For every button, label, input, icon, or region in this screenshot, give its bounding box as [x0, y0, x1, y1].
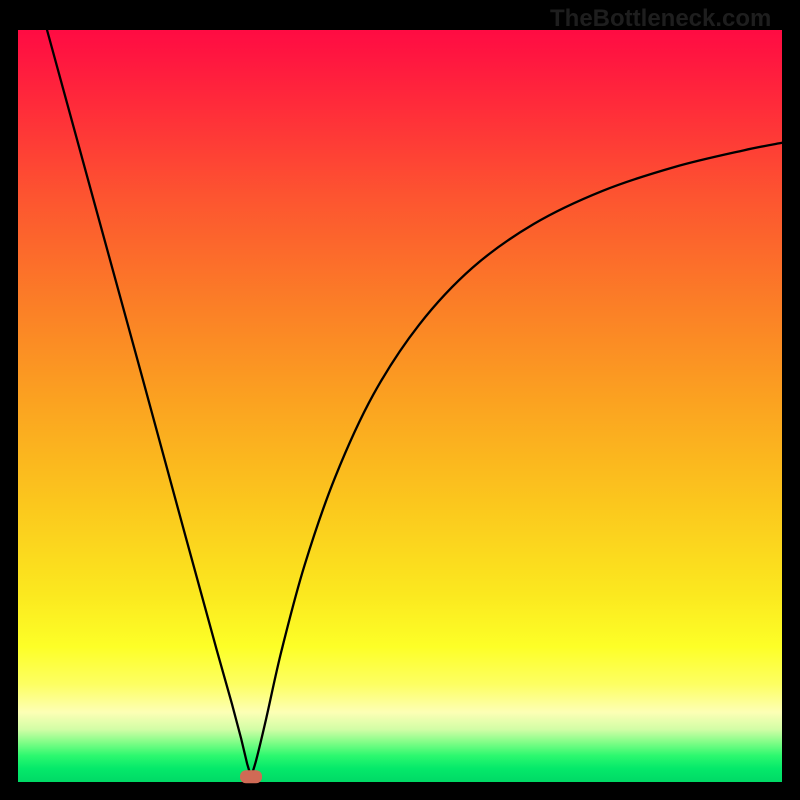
bottleneck-chart: TheBottleneck.com	[0, 0, 800, 800]
optimum-marker	[240, 770, 262, 783]
chart-plot-area	[18, 30, 782, 782]
watermark-text: TheBottleneck.com	[550, 5, 771, 32]
